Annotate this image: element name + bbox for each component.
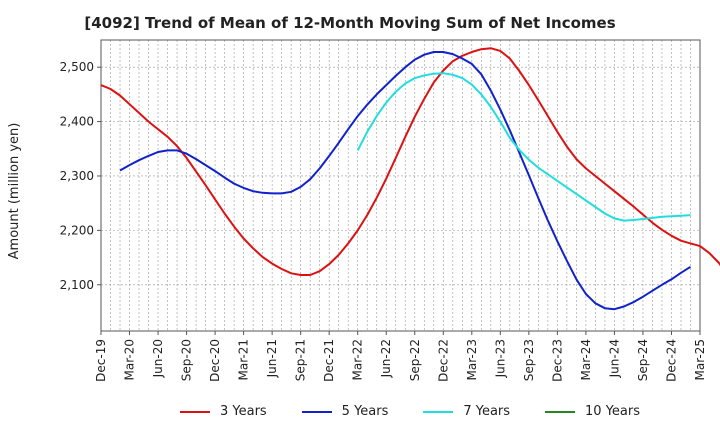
legend-item: 5 Years bbox=[301, 404, 389, 419]
grid bbox=[101, 40, 700, 331]
legend-swatch bbox=[545, 410, 576, 413]
legend-item: 7 Years bbox=[423, 404, 510, 419]
legend-item: 3 Years bbox=[180, 404, 267, 419]
x-tick-label: Mar-21 bbox=[237, 339, 251, 380]
legend-item: 10 Years bbox=[545, 404, 640, 419]
x-tick-label: Dec-19 bbox=[94, 339, 108, 382]
legend-label: 7 Years bbox=[463, 404, 511, 419]
series-line-5-years bbox=[119, 51, 692, 311]
x-tick-label: Mar-20 bbox=[123, 339, 137, 380]
x-tick-label: Sep-23 bbox=[522, 339, 536, 381]
x-tick-label: Mar-22 bbox=[351, 339, 365, 380]
x-tick-label: Dec-23 bbox=[550, 339, 564, 382]
x-tick-label: Dec-21 bbox=[322, 339, 336, 382]
legend: 3 Years 5 Years 7 Years 10 Years bbox=[180, 404, 640, 419]
x-tick-label: Dec-22 bbox=[436, 339, 450, 382]
x-tick-label: Sep-20 bbox=[180, 339, 194, 381]
y-axis-ticks: 2,100 2,200 2,300 2,400 2,500 bbox=[60, 60, 101, 292]
y-tick-label: 2,500 bbox=[60, 60, 94, 74]
legend-swatch bbox=[180, 410, 210, 413]
series-line-3-years bbox=[100, 47, 720, 276]
x-tick-label: Jun-23 bbox=[493, 339, 507, 378]
x-tick-label: Sep-21 bbox=[294, 339, 308, 381]
y-tick-label: 2,400 bbox=[60, 115, 94, 129]
y-tick-label: 2,100 bbox=[60, 278, 94, 292]
series-line-7-years bbox=[356, 72, 691, 222]
x-tick-label: Mar-23 bbox=[465, 339, 479, 380]
y-axis-label: Amount (million yen) bbox=[7, 123, 22, 260]
y-tick-label: 2,300 bbox=[60, 169, 94, 183]
x-tick-label: Jun-22 bbox=[379, 339, 393, 378]
y-tick-label: 2,200 bbox=[60, 223, 94, 237]
plot-frame bbox=[100, 39, 701, 332]
legend-swatch bbox=[423, 410, 454, 413]
x-tick-label: Mar-25 bbox=[693, 339, 707, 380]
legend-label: 5 Years bbox=[341, 404, 389, 419]
x-tick-label: Sep-22 bbox=[408, 339, 422, 381]
x-tick-label: Jun-21 bbox=[265, 339, 279, 378]
x-tick-label: Sep-24 bbox=[636, 339, 650, 381]
legend-swatch bbox=[301, 410, 332, 413]
x-tick-label: Mar-24 bbox=[579, 339, 593, 380]
x-tick-label: Jun-24 bbox=[607, 339, 621, 378]
legend-label: 3 Years bbox=[220, 404, 267, 419]
x-tick-label: Dec-20 bbox=[208, 339, 222, 382]
chart-title: [4092] Trend of Mean of 12-Month Moving … bbox=[84, 14, 616, 32]
x-axis-ticks: Dec-19 Mar-20 Jun-20 Sep-20 Dec-20 Mar-21 Jun-… bbox=[94, 331, 707, 382]
x-tick-label: Dec-24 bbox=[664, 339, 678, 382]
series-lines bbox=[100, 47, 720, 311]
x-tick-label: Jun-20 bbox=[151, 339, 165, 378]
legend-label: 10 Years bbox=[585, 404, 640, 419]
